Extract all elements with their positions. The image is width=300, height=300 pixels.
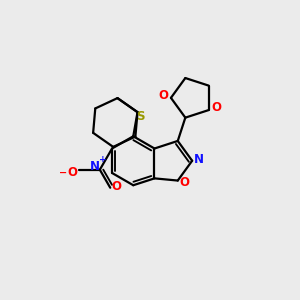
Text: S: S [136,110,145,123]
Text: O: O [158,89,169,102]
Text: N: N [89,160,99,172]
Text: O: O [112,180,122,193]
Text: N: N [194,153,204,166]
Text: O: O [179,176,189,189]
Text: O: O [68,166,77,179]
Text: O: O [211,101,221,114]
Text: +: + [99,155,106,164]
Text: −: − [59,168,68,178]
